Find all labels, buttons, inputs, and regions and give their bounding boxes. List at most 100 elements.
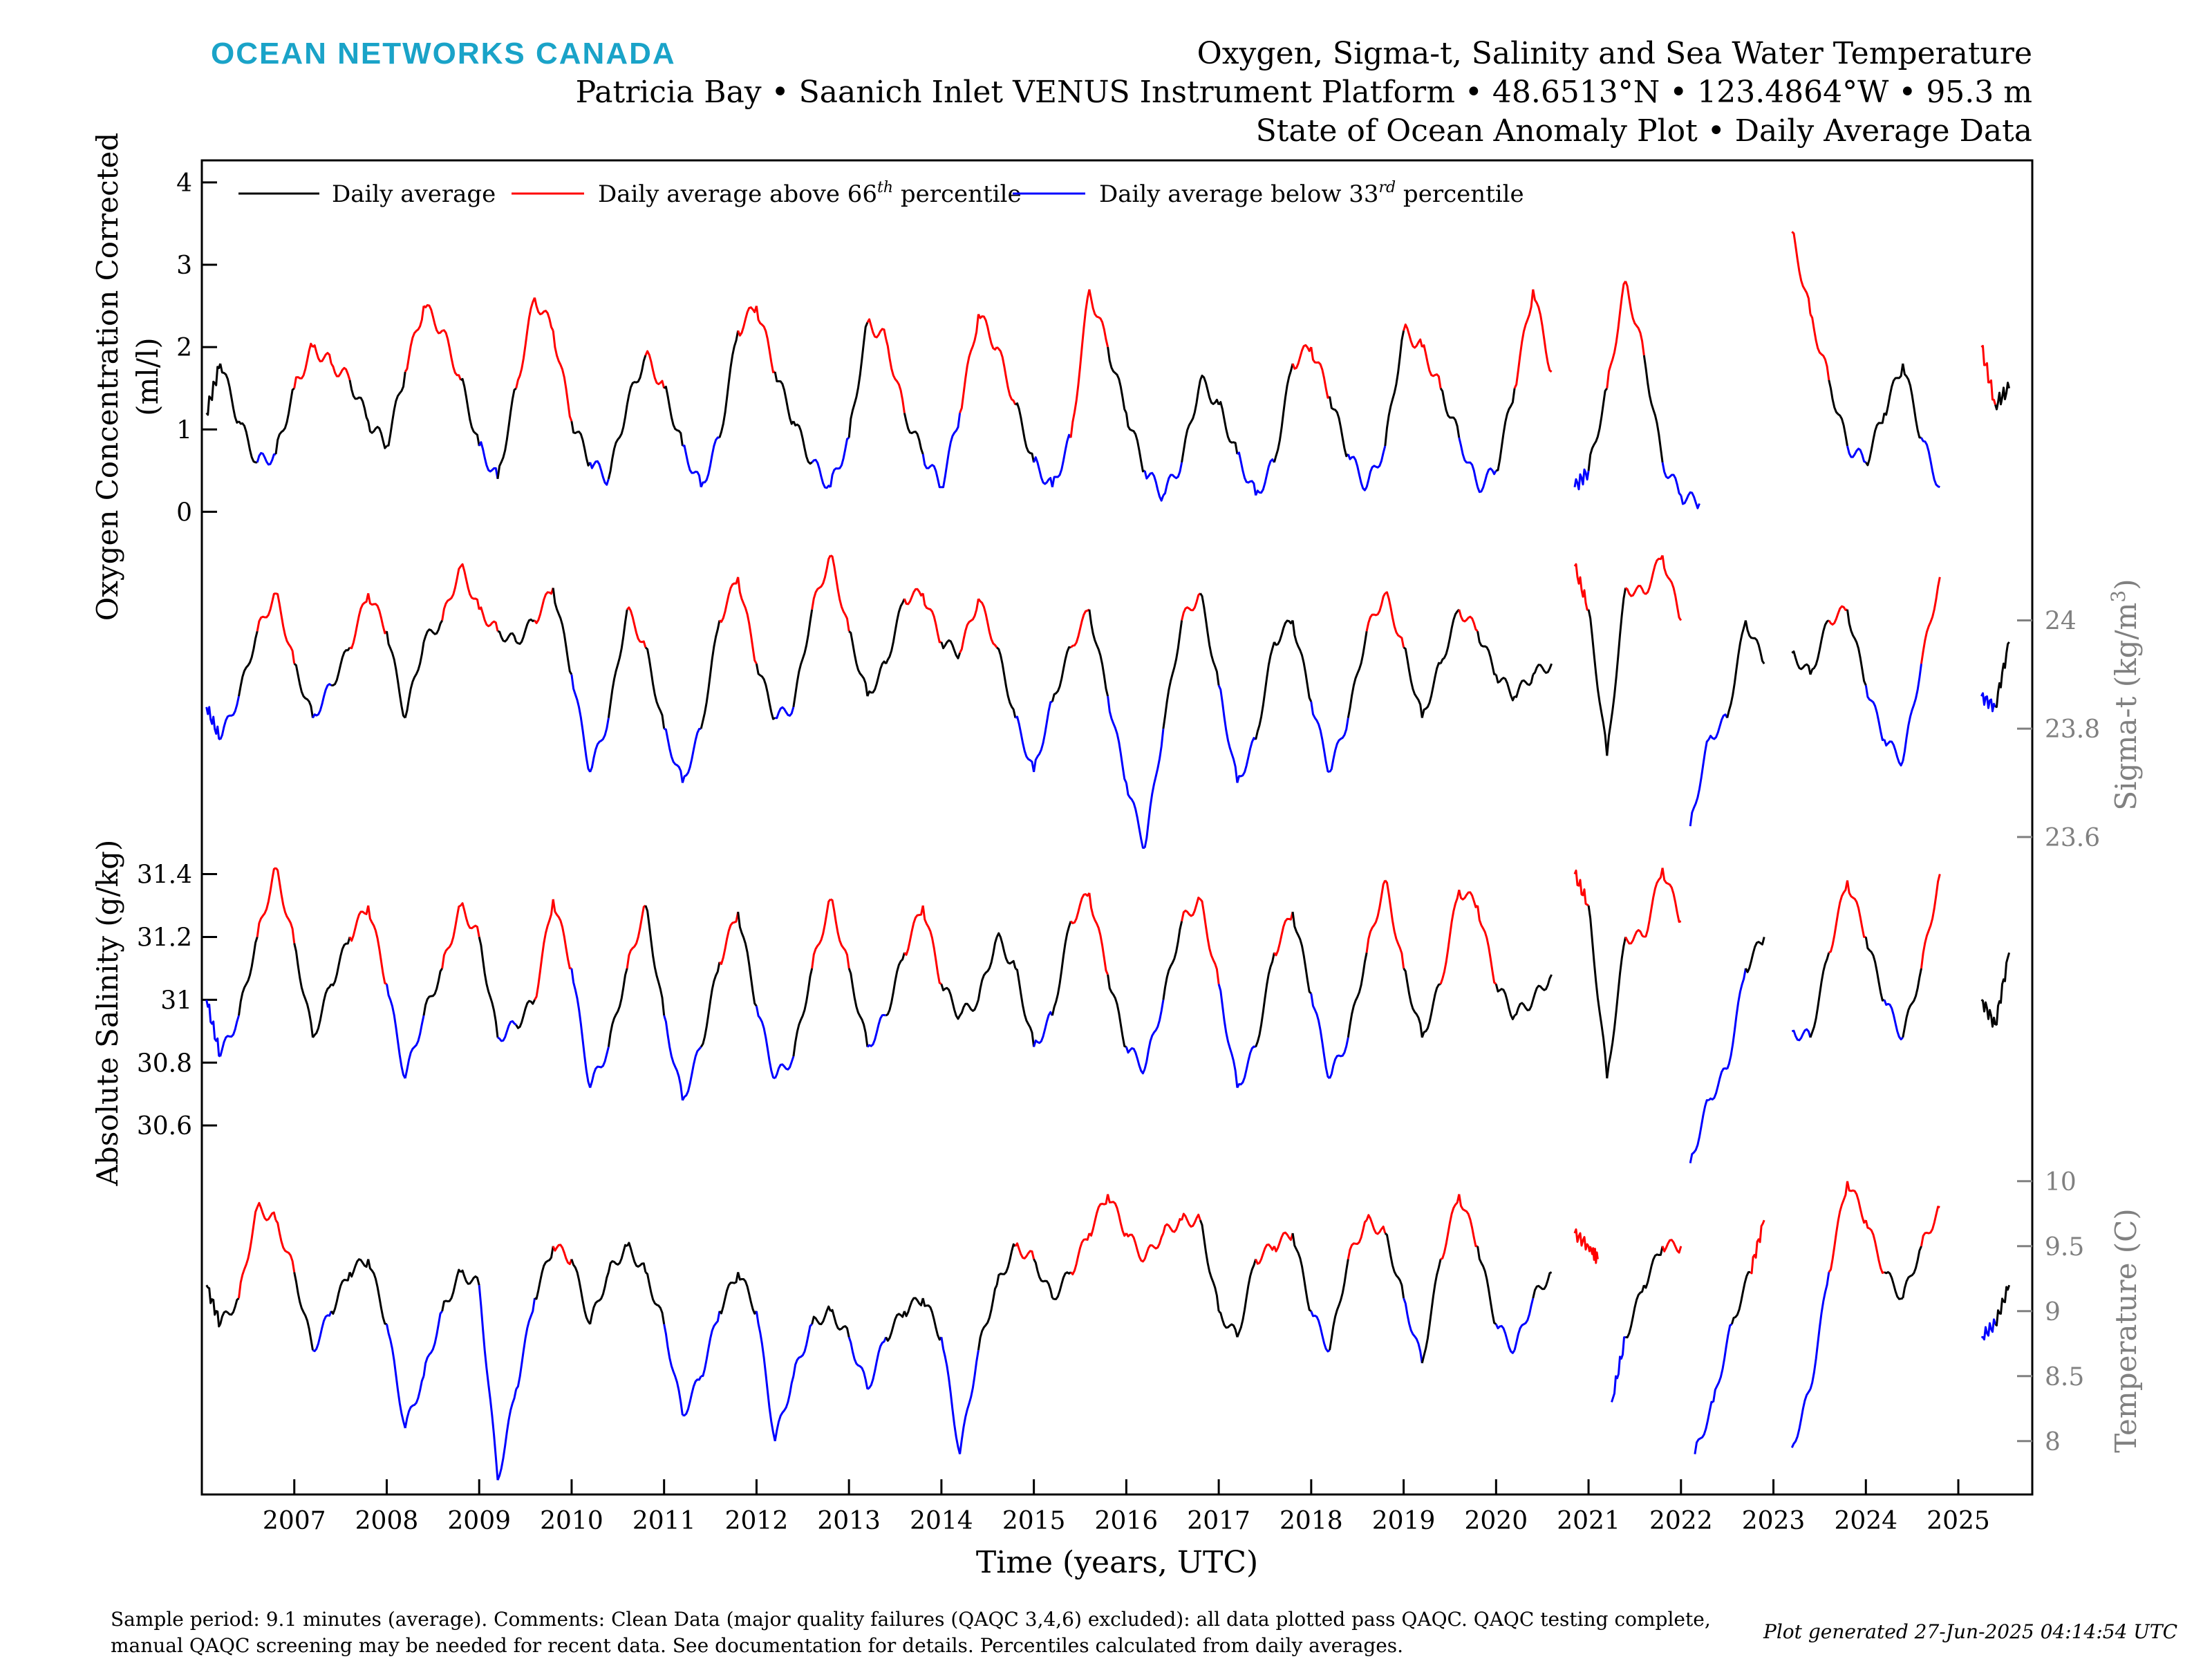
salinity-series-1-segment — [1606, 937, 1627, 1079]
oxygen-series-0-segment — [792, 420, 813, 465]
salinity-series-0-segment — [644, 905, 666, 1016]
temperature-series-0-segment — [792, 1323, 813, 1377]
salinity-series-2-segment — [1726, 968, 1747, 1069]
temperature-series-0-segment — [644, 1271, 666, 1324]
oxygen-series-0-segment — [330, 363, 351, 381]
salinity-series-3-segment — [1828, 880, 1848, 954]
temperature-series-0-segment — [940, 1337, 962, 1454]
temperature-series-0-segment — [1255, 1243, 1275, 1265]
temperature-ytick-label: 8 — [2045, 1428, 2061, 1456]
temperature-ylabel: Temperature (C) — [2109, 1208, 2143, 1452]
sigma-t-series-3-segment — [1791, 650, 1812, 675]
sigma-t-series-0-segment — [681, 727, 702, 783]
salinity-series-0-segment — [737, 911, 758, 1007]
salinity-series-0-segment — [830, 898, 850, 969]
temperature-series-0-segment — [1421, 1259, 1442, 1364]
legend-label-below-33-main: Daily average below 33 — [1099, 180, 1379, 208]
x-tick-label: 2020 — [1465, 1507, 1528, 1535]
sigma-t-series-0-segment — [219, 695, 240, 740]
salinity-series-0-segment — [1162, 921, 1183, 1000]
salinity-series-1-segment — [1573, 869, 1589, 907]
temperature-series-4-segment — [1920, 1206, 1940, 1247]
oxygen-series-0-segment — [700, 436, 720, 488]
oxygen-series-0-segment — [515, 297, 536, 389]
oxygen-ytick-label: 3 — [176, 252, 192, 280]
temperature-panel: 8 8.5 9 9.5 10 — [205, 1168, 2084, 1481]
temperature-series-0-segment — [607, 1244, 628, 1273]
oxygen-series-1-segment — [1606, 281, 1627, 388]
temperature-series-0-segment — [959, 1349, 980, 1454]
oxygen-series-0-segment — [1051, 433, 1072, 487]
sigma-t-series-0-segment — [1439, 608, 1460, 664]
oxygen-series-0-segment — [1181, 379, 1201, 463]
temperature-series-0-segment — [256, 1201, 277, 1221]
oxygen-series-0-segment — [1236, 451, 1257, 496]
legend-label-below-33-sup: rd — [1379, 179, 1396, 196]
sigma-t-series-0-segment — [386, 630, 406, 719]
temperature-series-0-segment — [921, 1297, 943, 1341]
oxygen-series-0-segment — [755, 306, 776, 373]
oxygen-series-0-segment — [829, 436, 850, 487]
temperature-series-0-segment — [1477, 1246, 1497, 1325]
salinity-series-0-segment — [589, 1047, 610, 1089]
salinity-series-3-segment — [1846, 880, 1866, 938]
salinity-series-0-segment — [1384, 879, 1405, 969]
temperature-series-0-segment — [552, 1244, 573, 1266]
salinity-series-0-segment — [921, 905, 942, 985]
sigma-t-series-0-segment — [1477, 630, 1497, 676]
oxygen-series-0-segment — [460, 377, 480, 447]
oxygen-ytick-label: 4 — [176, 169, 192, 198]
oxygen-series-0-segment — [1015, 402, 1035, 463]
oxygen-series-3-segment — [1994, 382, 2011, 411]
sigma-t-series-0-segment — [1033, 700, 1053, 773]
oxygen-series-2-segment — [1846, 445, 1866, 464]
salinity-series-0-segment — [1143, 1000, 1165, 1069]
oxygen-series-0-segment — [367, 421, 388, 449]
oxygen-series-0-segment — [1162, 462, 1183, 496]
sigma-t-series-0-segment — [811, 554, 832, 610]
temperature-series-0-segment — [1310, 1311, 1331, 1353]
temperature-series-4-segment — [1884, 1271, 1904, 1300]
sigma-t-series-0-segment — [940, 639, 962, 659]
oxygen-series-0-segment — [682, 444, 702, 487]
temperature-series-0-segment — [663, 1324, 684, 1416]
salinity-series-0-segment — [478, 937, 499, 1038]
temperature-series-0-segment — [570, 1259, 591, 1325]
salinity-panel: 30.6 30.8 31 31.2 31.4 — [137, 861, 2011, 1163]
oxygen-series-0-segment — [293, 342, 314, 388]
temperature-series-0-segment — [811, 1305, 832, 1326]
oxygen-series-0-segment — [496, 387, 517, 480]
oxygen-series-1-segment — [1624, 281, 1645, 356]
chart-subtitle-location: Patricia Bay • Saanich Inlet VENUS Instr… — [576, 75, 2032, 110]
temperature-series-4-segment — [1790, 1388, 1812, 1448]
x-tick-label: 2007 — [263, 1507, 326, 1535]
temperature-ytick-label: 9.5 — [2045, 1233, 2084, 1262]
oxygen-series-0-segment — [847, 321, 869, 438]
footer-note-line2: manual QAQC screening may be needed for … — [111, 1634, 1403, 1657]
oxygen-series-0-segment — [774, 371, 795, 425]
oxygen-series-0-segment — [1329, 396, 1349, 458]
salinity-series-3-segment — [1920, 874, 1941, 969]
oxygen-ylabel-line1: Oxygen Concentration Corrected — [91, 133, 124, 621]
temperature-series-0-segment — [1033, 1258, 1053, 1299]
temperature-series-0-segment — [885, 1311, 906, 1342]
sigma-t-series-0-segment — [331, 646, 351, 686]
salinity-series-3-segment — [1809, 952, 1830, 1038]
sigma-t-series-0-segment — [1310, 701, 1331, 774]
sigma-t-series-3-segment — [1828, 605, 1848, 626]
temperature-series-4-segment — [1902, 1246, 1922, 1299]
salinity-series-0-segment — [1051, 921, 1072, 1016]
salinity-ytick-label: 30.8 — [137, 1049, 192, 1078]
temperature-series-2-segment — [1611, 1335, 1626, 1403]
salinity-series-0-segment — [1477, 905, 1497, 985]
x-tick-label: 2008 — [355, 1507, 419, 1535]
x-tick-label: 2017 — [1187, 1507, 1250, 1535]
sigma-t-series-0-segment — [570, 674, 592, 773]
oxygen-ytick-label: 2 — [176, 334, 192, 362]
oxygen-ytick-label: 1 — [176, 416, 192, 444]
temperature-series-0-segment — [348, 1258, 370, 1278]
oxygen-series-0-segment — [941, 413, 962, 489]
oxygen-series-1-segment — [1587, 387, 1609, 471]
oxygen-series-2-segment — [1865, 413, 1886, 467]
